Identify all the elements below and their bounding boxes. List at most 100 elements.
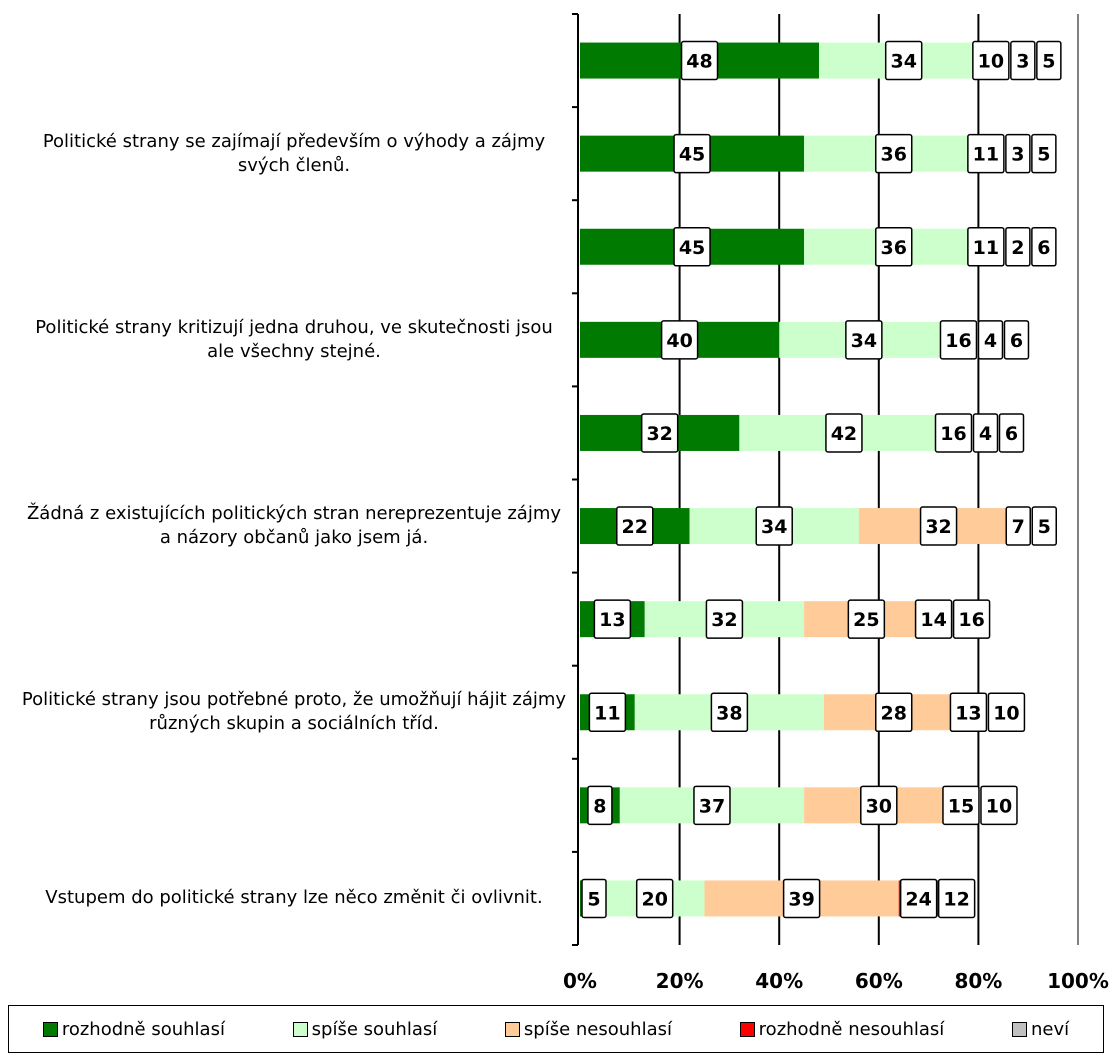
data-label: 37: [699, 795, 725, 817]
data-label-box: [914, 599, 953, 639]
x-tick-label: 0%: [563, 969, 597, 993]
data-label: 34: [890, 51, 916, 73]
data-label-box: [825, 413, 863, 453]
data-label-box: [581, 878, 607, 919]
data-label-box: [874, 692, 913, 732]
data-label: 4: [984, 330, 997, 352]
legend-label: neví: [1030, 1018, 1070, 1040]
data-label-box: [673, 133, 711, 174]
legend-item-rozhodne-nesouhlasi: rozhodně nesouhlasí: [739, 1018, 945, 1040]
category-label: Žádná z existujících politických stran n…: [26, 503, 562, 549]
data-label: 6: [1037, 237, 1050, 259]
x-tick-label: 100%: [1047, 969, 1109, 993]
data-label-box: [860, 785, 898, 826]
data-label-box: [952, 599, 991, 639]
data-label: 7: [1012, 516, 1025, 538]
data-label-box: [1036, 40, 1062, 81]
data-label-box: [977, 320, 1004, 360]
data-label-box: [967, 227, 1005, 267]
legend-label: spíše souhlasí: [311, 1018, 438, 1040]
data-label-box: [845, 320, 883, 360]
data-label: 28: [881, 702, 907, 724]
data-label: 16: [940, 423, 966, 445]
data-label: 22: [622, 516, 648, 538]
data-label: 8: [593, 795, 606, 817]
x-tick-label: 80%: [954, 969, 1002, 993]
data-label: 5: [1042, 51, 1055, 73]
data-label-box: [998, 413, 1025, 453]
data-label: 32: [925, 516, 951, 538]
legend-swatch: [739, 1021, 755, 1037]
data-label-box: [1031, 133, 1057, 174]
data-label: 13: [955, 702, 981, 724]
category-label: Politické strany se zajímají především o…: [42, 130, 546, 176]
data-label-box: [782, 878, 821, 919]
data-label: 16: [958, 609, 984, 631]
data-label: 45: [679, 144, 705, 166]
category-label: Politické strany jsou potřebné proto, že…: [21, 689, 567, 735]
data-label: 16: [945, 330, 971, 352]
data-label: 6: [1010, 330, 1023, 352]
data-label-box: [1005, 133, 1031, 174]
legend-item-spise-nesouhlasi: spíše nesouhlasí: [504, 1018, 672, 1040]
data-label: 40: [666, 330, 692, 352]
data-label: 14: [920, 609, 946, 631]
data-label-box: [972, 413, 999, 453]
x-tick-label: 60%: [855, 969, 903, 993]
data-label: 20: [641, 888, 667, 910]
data-label-box: [967, 133, 1005, 174]
data-label: 13: [599, 609, 625, 631]
data-label-box: [1003, 320, 1030, 360]
data-label: 2: [1011, 237, 1024, 259]
x-tick-label: 40%: [755, 969, 803, 993]
data-label-box: [616, 506, 654, 546]
data-label: 10: [986, 795, 1012, 817]
data-label-box: [980, 785, 1018, 826]
data-label-box: [949, 692, 988, 732]
data-label-box: [987, 692, 1026, 732]
data-label-box: [874, 227, 913, 267]
legend-label: rozhodně souhlasí: [61, 1018, 225, 1040]
data-label-box: [755, 506, 793, 546]
legend-swatch: [292, 1021, 308, 1037]
data-label: 30: [866, 795, 892, 817]
data-label-box: [1005, 227, 1031, 267]
data-label: 11: [594, 702, 620, 724]
data-label-box: [972, 40, 1010, 81]
data-label-box: [680, 40, 719, 81]
stacked-bar-chart: 48 34 10 3 545 36 11 3 545 36 11 2 640 34 16 4 632 42 16 4 6…: [563, 13, 1109, 993]
data-label-box: [660, 320, 699, 360]
data-label-box: [939, 320, 978, 360]
data-label: 5: [1037, 144, 1050, 166]
data-label: 5: [587, 888, 600, 910]
data-label: 32: [646, 423, 672, 445]
data-label-box: [640, 413, 679, 453]
data-label: 4: [979, 423, 992, 445]
legend-label: rozhodně nesouhlasí: [758, 1018, 945, 1040]
data-label: 12: [943, 888, 969, 910]
data-label-box: [874, 133, 913, 174]
data-label-box: [934, 413, 973, 453]
data-label: 3: [1016, 51, 1029, 73]
legend-label: spíše nesouhlasí: [523, 1018, 672, 1040]
data-label: 34: [851, 330, 877, 352]
data-label-box: [1010, 40, 1036, 81]
data-label-box: [673, 227, 711, 267]
data-label-box: [919, 506, 958, 546]
data-label: 48: [686, 51, 712, 73]
data-label: 10: [978, 51, 1004, 73]
data-label-box: [710, 692, 749, 732]
data-label: 39: [788, 888, 814, 910]
data-label-box: [593, 599, 632, 639]
data-label: 5: [1038, 516, 1051, 538]
legend: rozhodně souhlasí spíše souhlasí spíše n…: [8, 1005, 1104, 1053]
data-label-box: [847, 599, 886, 639]
data-label: 36: [881, 144, 907, 166]
data-label: 34: [761, 516, 787, 538]
data-label: 15: [948, 795, 974, 817]
data-label: 3: [1011, 144, 1024, 166]
data-label-box: [884, 40, 923, 81]
data-label-box: [705, 599, 744, 639]
data-label: 32: [711, 609, 737, 631]
x-tick-label: 20%: [656, 969, 704, 993]
